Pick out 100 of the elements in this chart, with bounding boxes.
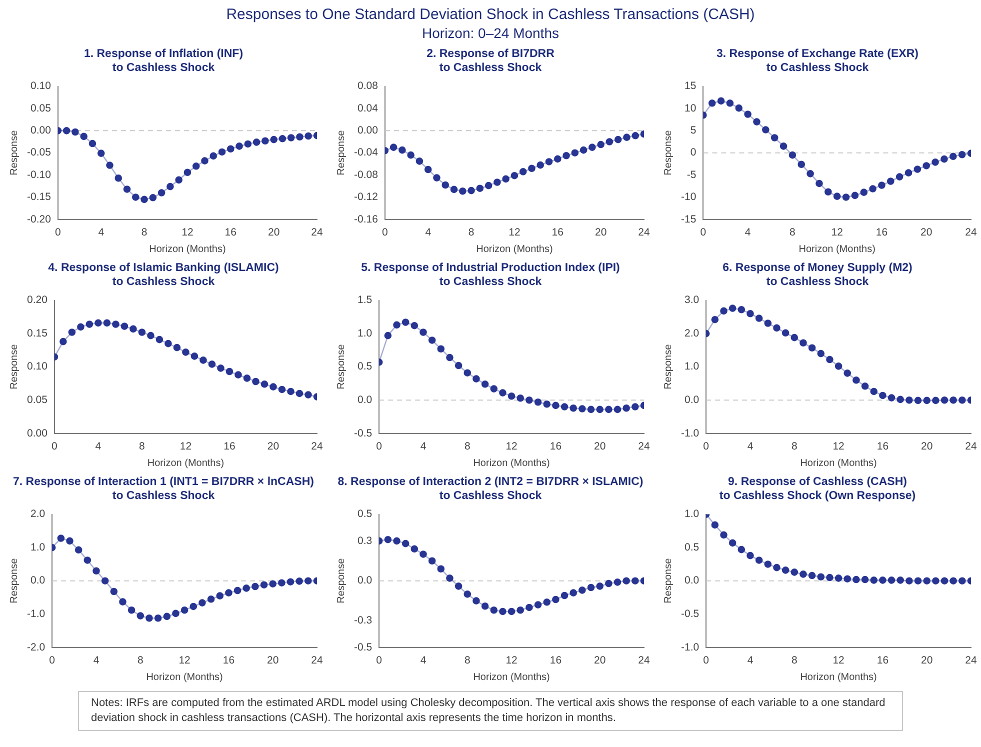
x-tick-label: 4 (747, 654, 754, 667)
x-tick-label: 20 (267, 654, 279, 667)
x-tick-label: 24 (965, 440, 977, 453)
x-tick-label: 4 (747, 440, 754, 453)
y-tick-label: -0.5 (354, 427, 372, 440)
point (896, 396, 904, 404)
point (175, 176, 182, 184)
point (510, 172, 518, 180)
point (560, 592, 568, 600)
y-tick-label: 1.5 (357, 294, 372, 306)
point (398, 146, 406, 154)
point (632, 577, 639, 584)
point (914, 396, 922, 404)
point (940, 155, 948, 163)
point (844, 370, 852, 377)
point (932, 158, 939, 166)
point (198, 599, 206, 606)
point (110, 588, 118, 596)
y-tick-label: 0.08 (357, 80, 378, 92)
point (207, 596, 215, 603)
point (543, 400, 551, 408)
y-axis-title: Response (662, 130, 674, 176)
point (782, 329, 790, 337)
y-tick-label: 0.10 (30, 80, 52, 92)
point (508, 608, 516, 616)
x-tick-label: 0 (703, 654, 710, 667)
point (296, 578, 303, 585)
y-tick-label: -0.05 (26, 146, 52, 159)
point (861, 382, 869, 390)
point (746, 552, 754, 560)
point (304, 391, 312, 398)
point (180, 606, 188, 614)
point (393, 321, 400, 329)
y-tick-label: 0.3 (357, 534, 372, 547)
y-tick-label: -1.0 (681, 427, 700, 440)
x-tick-label: 16 (224, 440, 236, 453)
point (860, 188, 868, 196)
point (88, 140, 96, 148)
point (790, 334, 798, 342)
point (717, 97, 725, 105)
point (481, 380, 489, 388)
x-tick-label: 12 (508, 226, 520, 239)
point (278, 135, 286, 142)
x-tick-label: 16 (876, 654, 889, 667)
y-tick-label: 0.0 (357, 394, 372, 406)
y-axis-title: Response (8, 558, 20, 604)
point (834, 362, 842, 370)
x-tick-label: 8 (137, 654, 144, 667)
point (234, 371, 242, 378)
point (499, 608, 506, 616)
point (94, 319, 102, 327)
point (790, 568, 798, 576)
point (269, 580, 276, 588)
y-tick-label: 5 (690, 124, 696, 137)
y-tick-label: 0.5 (684, 541, 700, 554)
point (416, 158, 424, 165)
y-tick-label: -1.0 (27, 608, 46, 620)
point (516, 394, 524, 402)
point (780, 142, 788, 150)
point (519, 168, 527, 176)
point (764, 320, 772, 327)
point (252, 138, 260, 146)
x-tick-label: 24 (965, 226, 977, 239)
x-tick-label: 4 (420, 440, 426, 453)
point (158, 189, 166, 196)
x-tick-label: 20 (268, 226, 280, 239)
text: Horizon: 0–24 Months (421, 25, 560, 41)
point (851, 192, 859, 200)
point (97, 150, 105, 157)
point (304, 132, 312, 140)
point (287, 134, 295, 142)
x-axis-title: Horizon (Months) (146, 672, 223, 683)
point (60, 338, 67, 346)
y-tick-label: 0.00 (357, 124, 378, 137)
point (136, 612, 144, 620)
y-axis-title: Response (336, 344, 347, 390)
y-tick-label: 1.0 (684, 360, 700, 373)
point (192, 162, 200, 170)
point (755, 556, 763, 564)
x-tick-label: 4 (420, 654, 426, 667)
point (753, 118, 760, 126)
point (226, 368, 234, 376)
text: Responses to One Standard Deviation Shock in Cashless Transactions (CASH) (225, 6, 756, 23)
point (534, 601, 542, 608)
point (190, 352, 198, 360)
point (208, 360, 216, 368)
point (244, 140, 252, 148)
y-axis-title: Response (336, 130, 347, 176)
point (402, 540, 410, 548)
y-tick-label: 0.10 (27, 360, 48, 373)
point (410, 322, 418, 330)
point (210, 152, 218, 160)
x-tick-label: 24 (638, 226, 650, 239)
point (605, 406, 612, 414)
point (481, 602, 489, 610)
point (826, 356, 834, 364)
point (578, 405, 586, 412)
x-tick-label: 16 (876, 226, 888, 239)
x-tick-label: 4 (98, 226, 104, 239)
y-tick-label: 0.00 (30, 124, 52, 137)
